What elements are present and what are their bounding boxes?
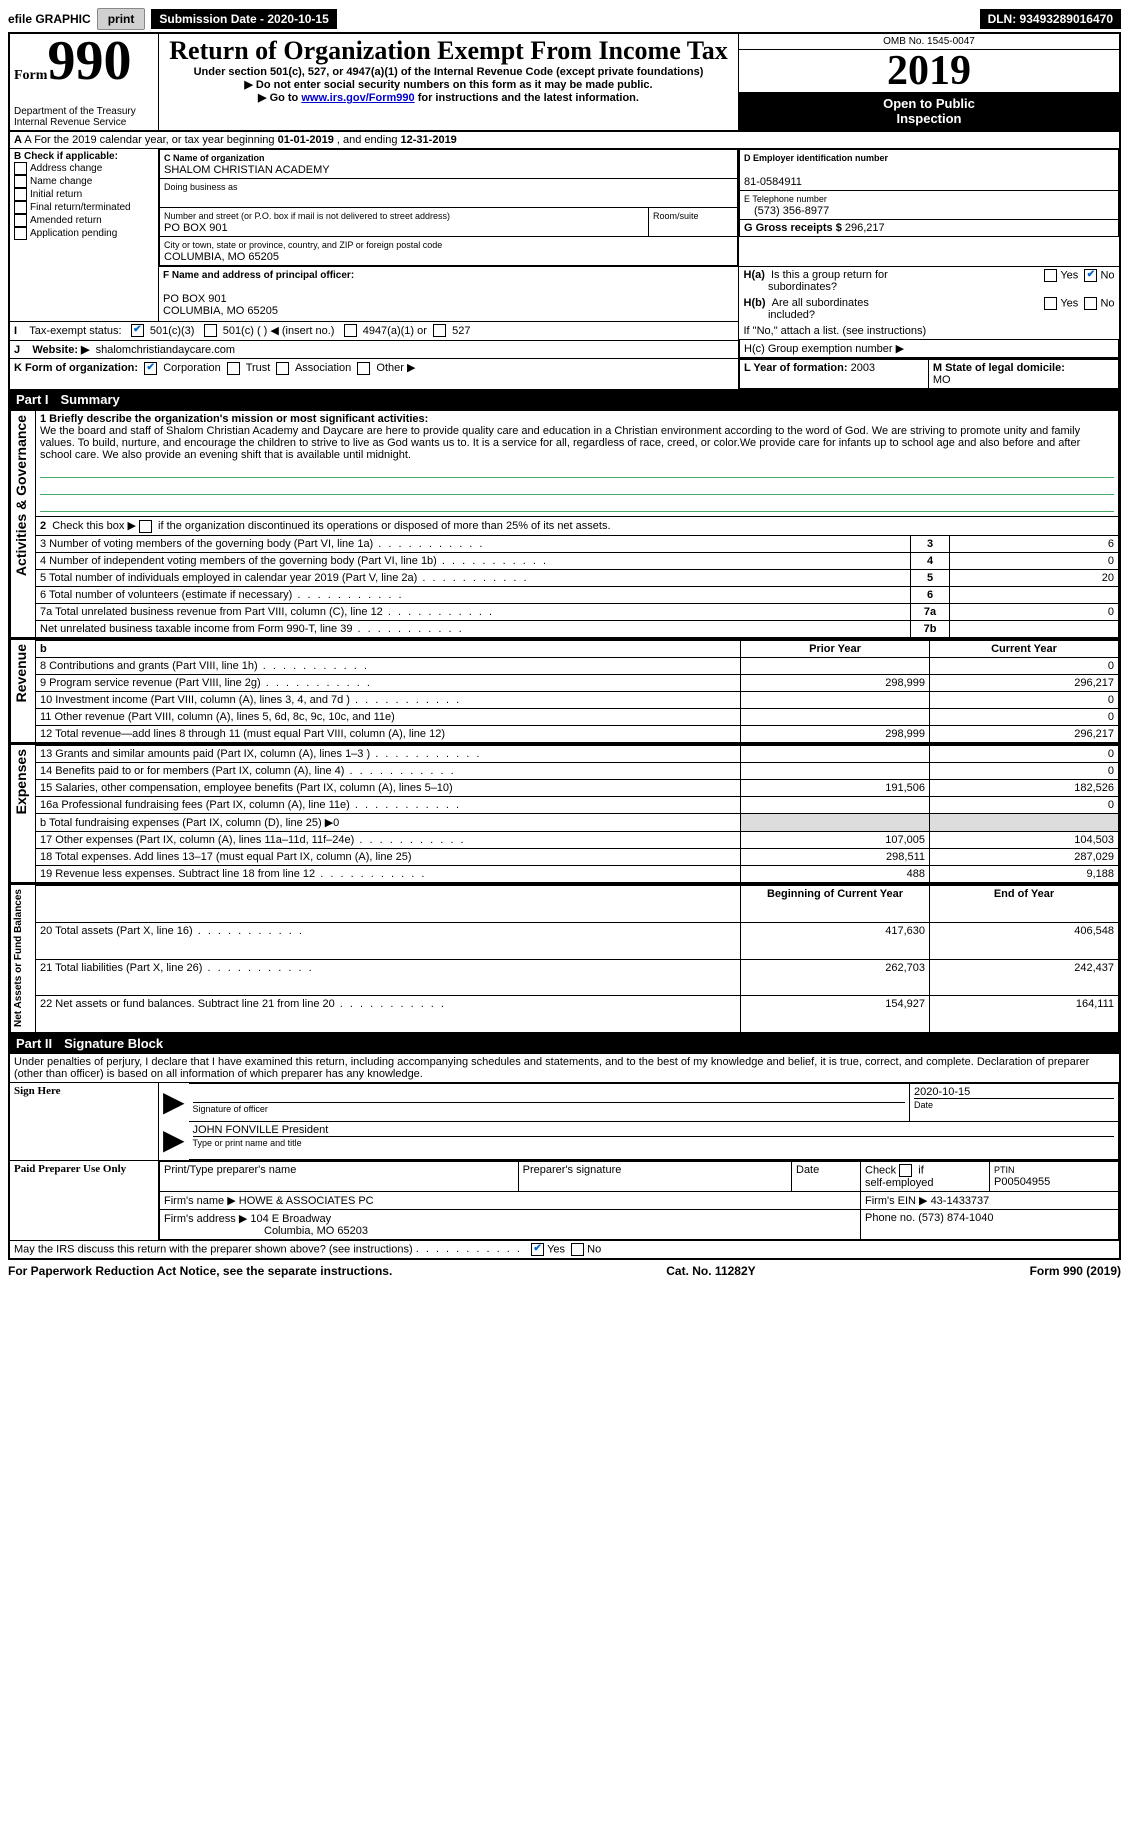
box-b: B Check if applicable: Address change Na…: [9, 149, 159, 321]
box-j: J Website: ▶ shalomchristiandaycare.com: [9, 340, 739, 359]
form-title: Return of Organization Exempt From Incom…: [163, 36, 734, 66]
subtitle-3: ▶ Go to www.irs.gov/Form990 for instruct…: [163, 91, 734, 104]
part2-bar: Part IISignature Block: [10, 1034, 1119, 1053]
vlabel-rev: Revenue: [11, 640, 31, 706]
chk-4947[interactable]: [344, 324, 357, 337]
box-i: I Tax-exempt status: 501(c)(3) 501(c) ( …: [9, 321, 739, 340]
subtitle-2: Do not enter social security numbers on …: [163, 78, 734, 91]
chk-self-emp[interactable]: [899, 1164, 912, 1177]
line-a: A A For the 2019 calendar year, or tax y…: [9, 131, 1120, 149]
firm-name: HOWE & ASSOCIATES PC: [239, 1195, 374, 1207]
tax-year: 2019: [739, 50, 1119, 92]
website: shalomchristiandaycare.com: [96, 344, 235, 356]
chk-discontinued[interactable]: [139, 520, 152, 533]
vlabel-ag: Activities & Governance: [11, 411, 31, 580]
irs-label: Internal Revenue Service: [14, 117, 154, 128]
ein: 81-0584911: [744, 176, 802, 188]
submission-date: Submission Date - 2020-10-15: [151, 9, 336, 29]
chk-discuss-no[interactable]: [571, 1243, 584, 1256]
firm-phone: (573) 874-1040: [918, 1212, 993, 1224]
dln-label: DLN: 93493289016470: [980, 9, 1121, 29]
chk-address[interactable]: [14, 162, 27, 175]
org-name: SHALOM CHRISTIAN ACADEMY: [164, 164, 330, 176]
chk-ha-no[interactable]: [1084, 269, 1097, 282]
ptin: P00504955: [994, 1176, 1050, 1188]
irs-link[interactable]: www.irs.gov/Form990: [301, 92, 414, 104]
box-f: F Name and address of principal officer:…: [159, 267, 739, 321]
chk-501c3[interactable]: [131, 324, 144, 337]
box-k: K Form of organization: Corporation Trus…: [9, 359, 739, 390]
chk-name[interactable]: [14, 175, 27, 188]
open-to-public: Open to PublicInspection: [739, 92, 1119, 130]
vlabel-na: Net Assets or Fund Balances: [11, 885, 26, 1031]
form-990-logo: Form990: [14, 36, 154, 86]
perjury-declaration: Under penalties of perjury, I declare th…: [9, 1053, 1120, 1082]
chk-assoc[interactable]: [276, 362, 289, 375]
h-a: H(a) Is this a group return for subordin…: [740, 267, 990, 295]
discuss-row: May the IRS discuss this return with the…: [9, 1240, 1120, 1259]
page-footer: For Paperwork Reduction Act Notice, see …: [8, 1264, 1121, 1278]
firm-ein: 43-1433737: [931, 1195, 990, 1207]
org-city: COLUMBIA, MO 65205: [164, 251, 279, 263]
phone: (573) 356-8977: [744, 205, 829, 217]
chk-discuss-yes[interactable]: [531, 1243, 544, 1256]
org-address: PO BOX 901: [164, 222, 228, 234]
top-toolbar: efile GRAPHIC print Submission Date - 20…: [8, 8, 1121, 30]
mission-text: We the board and staff of Shalom Christi…: [40, 425, 1080, 461]
print-button[interactable]: print: [97, 8, 146, 30]
subtitle-1: Under section 501(c), 527, or 4947(a)(1)…: [163, 66, 734, 78]
efile-label: efile GRAPHIC: [8, 12, 91, 26]
chk-pending[interactable]: [14, 227, 27, 240]
chk-hb-no[interactable]: [1084, 297, 1097, 310]
chk-amended[interactable]: [14, 214, 27, 227]
gross-receipts: 296,217: [845, 222, 885, 234]
form-990: Form990 Department of the Treasury Inter…: [8, 32, 1121, 1260]
chk-hb-yes[interactable]: [1044, 297, 1057, 310]
paid-preparer-label: Paid Preparer Use Only: [9, 1160, 159, 1240]
chk-trust[interactable]: [227, 362, 240, 375]
chk-corp[interactable]: [144, 362, 157, 375]
h-c: H(c) Group exemption number ▶: [740, 340, 1119, 358]
chk-527[interactable]: [433, 324, 446, 337]
sign-here-label: Sign Here: [9, 1082, 159, 1160]
chk-ha-yes[interactable]: [1044, 269, 1057, 282]
chk-initial[interactable]: [14, 188, 27, 201]
part1-bar: Part ISummary: [10, 390, 1119, 409]
vlabel-exp: Expenses: [11, 745, 31, 818]
officer-name: JOHN FONVILLE President: [193, 1124, 329, 1136]
dept-treasury: Department of the Treasury: [14, 106, 154, 117]
chk-other[interactable]: [357, 362, 370, 375]
chk-final[interactable]: [14, 201, 27, 214]
chk-501c[interactable]: [204, 324, 217, 337]
